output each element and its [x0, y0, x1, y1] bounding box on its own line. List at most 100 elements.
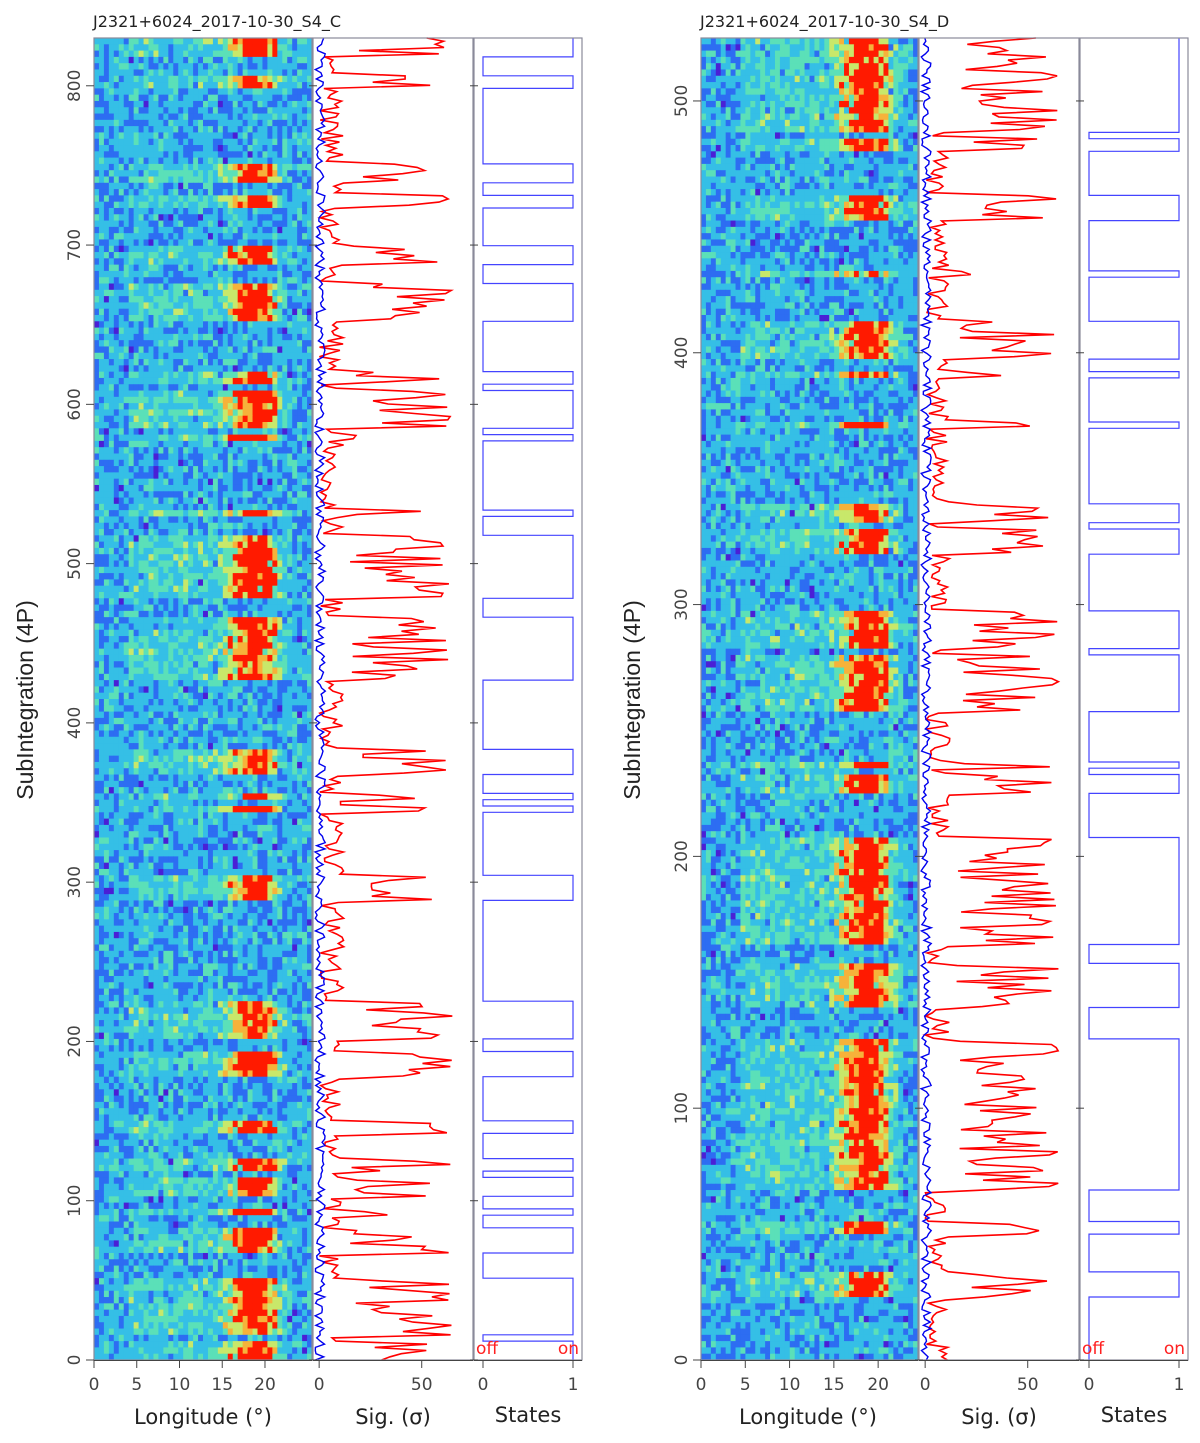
- heatmap-cell: [118, 447, 125, 454]
- heatmap-cell: [138, 252, 144, 259]
- heatmap-cell: [178, 195, 184, 203]
- heatmap-cell: [222, 591, 229, 599]
- heatmap-cell: [94, 403, 100, 410]
- heatmap-cell: [302, 239, 308, 247]
- heatmap-cell: [267, 100, 273, 108]
- heatmap-cell: [212, 642, 219, 650]
- heatmap-cell: [237, 239, 244, 247]
- heatmap-cell: [302, 75, 308, 83]
- heatmap-cell: [277, 529, 283, 536]
- heatmap-cell: [163, 428, 169, 435]
- heatmap-cell: [203, 308, 209, 316]
- heatmap-cell: [148, 189, 154, 196]
- heatmap-cell: [188, 119, 194, 127]
- heatmap-cell: [133, 403, 139, 410]
- heatmap-cell: [207, 151, 214, 159]
- heatmap-cell: [227, 283, 234, 291]
- heatmap-cell: [247, 516, 253, 524]
- heatmap-cell: [242, 340, 248, 347]
- heatmap-cell: [237, 466, 244, 473]
- heatmap-cell: [98, 415, 105, 423]
- heatmap-cell: [193, 107, 199, 114]
- heatmap-cell: [108, 522, 115, 530]
- heatmap-cell: [188, 44, 194, 51]
- heatmap-cell: [307, 717, 313, 725]
- heatmap-cell: [242, 453, 248, 461]
- heatmap-cell: [153, 529, 159, 536]
- heatmap-cell: [128, 636, 135, 643]
- heatmap-cell: [183, 711, 189, 719]
- heatmap-cell: [94, 497, 100, 505]
- heatmap-cell: [188, 346, 194, 354]
- heatmap-cell: [232, 277, 239, 284]
- heatmap-cell: [163, 610, 169, 618]
- heatmap-cell: [98, 100, 105, 108]
- heatmap-cell: [128, 138, 135, 146]
- heatmap-cell: [237, 422, 244, 429]
- heatmap-cell: [108, 195, 115, 203]
- heatmap-cell: [153, 151, 159, 159]
- heatmap-cell: [123, 673, 130, 681]
- heatmap-cell: [292, 176, 298, 184]
- heatmap-cell: [168, 711, 174, 719]
- heatmap-cell: [232, 239, 239, 247]
- heatmap-cell: [212, 314, 219, 322]
- heatmap-cell: [203, 182, 209, 190]
- heatmap-cell: [188, 623, 194, 631]
- heatmap-cell: [262, 692, 268, 700]
- heatmap-cell: [222, 654, 229, 662]
- heatmap-cell: [262, 673, 268, 681]
- heatmap-cell: [207, 598, 214, 605]
- heatmap-cell: [153, 333, 159, 341]
- heatmap-cell: [287, 579, 293, 587]
- heatmap-cell: [257, 50, 263, 58]
- heatmap-cell: [212, 711, 219, 719]
- heatmap-cell: [262, 484, 268, 492]
- heatmap-cell: [277, 730, 283, 738]
- heatmap-cell: [277, 126, 283, 133]
- heatmap-cell: [292, 75, 298, 83]
- heatmap-cell: [307, 308, 313, 316]
- heatmap-cell: [212, 308, 219, 316]
- heatmap-cell: [108, 736, 115, 744]
- heatmap-cell: [203, 560, 209, 568]
- heatmap-cell: [94, 503, 100, 511]
- heatmap-cell: [227, 654, 234, 662]
- heatmap-cell: [207, 554, 214, 561]
- heatmap-cell: [242, 422, 248, 429]
- heatmap-cell: [193, 327, 199, 335]
- heatmap-cell: [123, 484, 130, 492]
- heatmap-cell: [262, 189, 268, 196]
- heatmap-cell: [153, 308, 159, 316]
- heatmap-cell: [302, 522, 308, 530]
- heatmap-cell: [188, 157, 194, 165]
- heatmap-cell: [128, 459, 135, 467]
- heatmap-cell: [158, 573, 164, 580]
- heatmap-cell: [272, 56, 278, 64]
- heatmap-cell: [113, 396, 120, 404]
- heatmap-cell: [297, 472, 303, 480]
- heatmap-cell: [267, 422, 273, 429]
- heatmap-cell: [212, 692, 219, 700]
- heatmap-cell: [292, 667, 298, 675]
- heatmap-cell: [302, 642, 308, 650]
- heatmap-cell: [138, 182, 144, 190]
- heatmap-cell: [148, 302, 154, 310]
- heatmap-cell: [232, 302, 239, 310]
- heatmap-cell: [232, 283, 239, 291]
- heatmap-cell: [232, 409, 239, 417]
- heatmap-cell: [203, 591, 209, 599]
- heatmap-cell: [178, 145, 184, 152]
- heatmap-cell: [178, 686, 184, 694]
- heatmap-cell: [217, 359, 224, 366]
- heatmap-cell: [183, 352, 189, 360]
- heatmap-cell: [222, 346, 229, 354]
- heatmap-cell: [103, 497, 110, 505]
- heatmap-cell: [207, 434, 214, 442]
- heatmap-cell: [198, 308, 204, 316]
- heatmap-cell: [302, 264, 308, 272]
- heatmap-cell: [173, 302, 179, 310]
- heatmap-cell: [193, 453, 199, 461]
- heatmap-cell: [168, 554, 174, 561]
- heatmap-cell: [108, 654, 115, 662]
